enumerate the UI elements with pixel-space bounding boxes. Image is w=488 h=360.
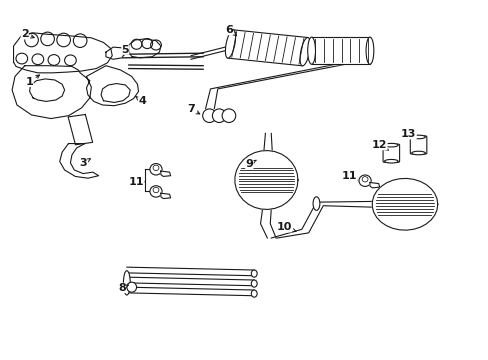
Ellipse shape: [225, 30, 235, 58]
Ellipse shape: [123, 271, 130, 295]
Text: 7: 7: [187, 104, 199, 114]
Polygon shape: [161, 171, 170, 176]
Text: 6: 6: [224, 25, 236, 36]
Ellipse shape: [362, 177, 367, 182]
Polygon shape: [106, 47, 125, 59]
Ellipse shape: [358, 175, 370, 186]
Polygon shape: [14, 33, 112, 73]
Text: 11: 11: [128, 177, 144, 187]
Text: 4: 4: [136, 96, 146, 107]
Ellipse shape: [150, 163, 162, 175]
Polygon shape: [68, 114, 92, 145]
Polygon shape: [60, 144, 99, 178]
Ellipse shape: [150, 186, 162, 197]
Text: 10: 10: [276, 222, 295, 232]
Text: 9: 9: [245, 159, 256, 169]
Polygon shape: [311, 37, 369, 64]
Polygon shape: [227, 30, 307, 66]
Text: 1: 1: [26, 75, 40, 87]
Text: 3: 3: [79, 158, 90, 168]
Ellipse shape: [212, 109, 225, 122]
Text: 5: 5: [122, 45, 129, 55]
Polygon shape: [12, 66, 138, 118]
Ellipse shape: [126, 282, 136, 292]
Polygon shape: [234, 150, 297, 210]
Text: 11: 11: [341, 171, 356, 181]
Ellipse shape: [251, 270, 257, 277]
Ellipse shape: [251, 280, 257, 287]
Polygon shape: [101, 84, 130, 103]
Polygon shape: [161, 193, 170, 199]
Polygon shape: [369, 183, 379, 188]
FancyBboxPatch shape: [382, 144, 399, 162]
Text: 2: 2: [21, 29, 34, 39]
Ellipse shape: [384, 159, 397, 163]
Ellipse shape: [251, 290, 257, 297]
Text: 13: 13: [400, 129, 416, 139]
Ellipse shape: [153, 187, 159, 193]
Polygon shape: [30, 79, 64, 102]
Ellipse shape: [411, 135, 425, 139]
Text: 12: 12: [371, 140, 387, 150]
FancyBboxPatch shape: [409, 136, 426, 154]
Ellipse shape: [366, 37, 373, 64]
Ellipse shape: [222, 109, 235, 122]
Text: 8: 8: [118, 283, 128, 293]
Ellipse shape: [202, 109, 216, 122]
Ellipse shape: [411, 151, 425, 155]
Ellipse shape: [153, 165, 159, 171]
Ellipse shape: [384, 143, 397, 147]
Polygon shape: [371, 179, 437, 230]
Ellipse shape: [312, 197, 319, 210]
Ellipse shape: [300, 37, 309, 66]
Polygon shape: [128, 39, 161, 58]
Ellipse shape: [307, 37, 315, 64]
